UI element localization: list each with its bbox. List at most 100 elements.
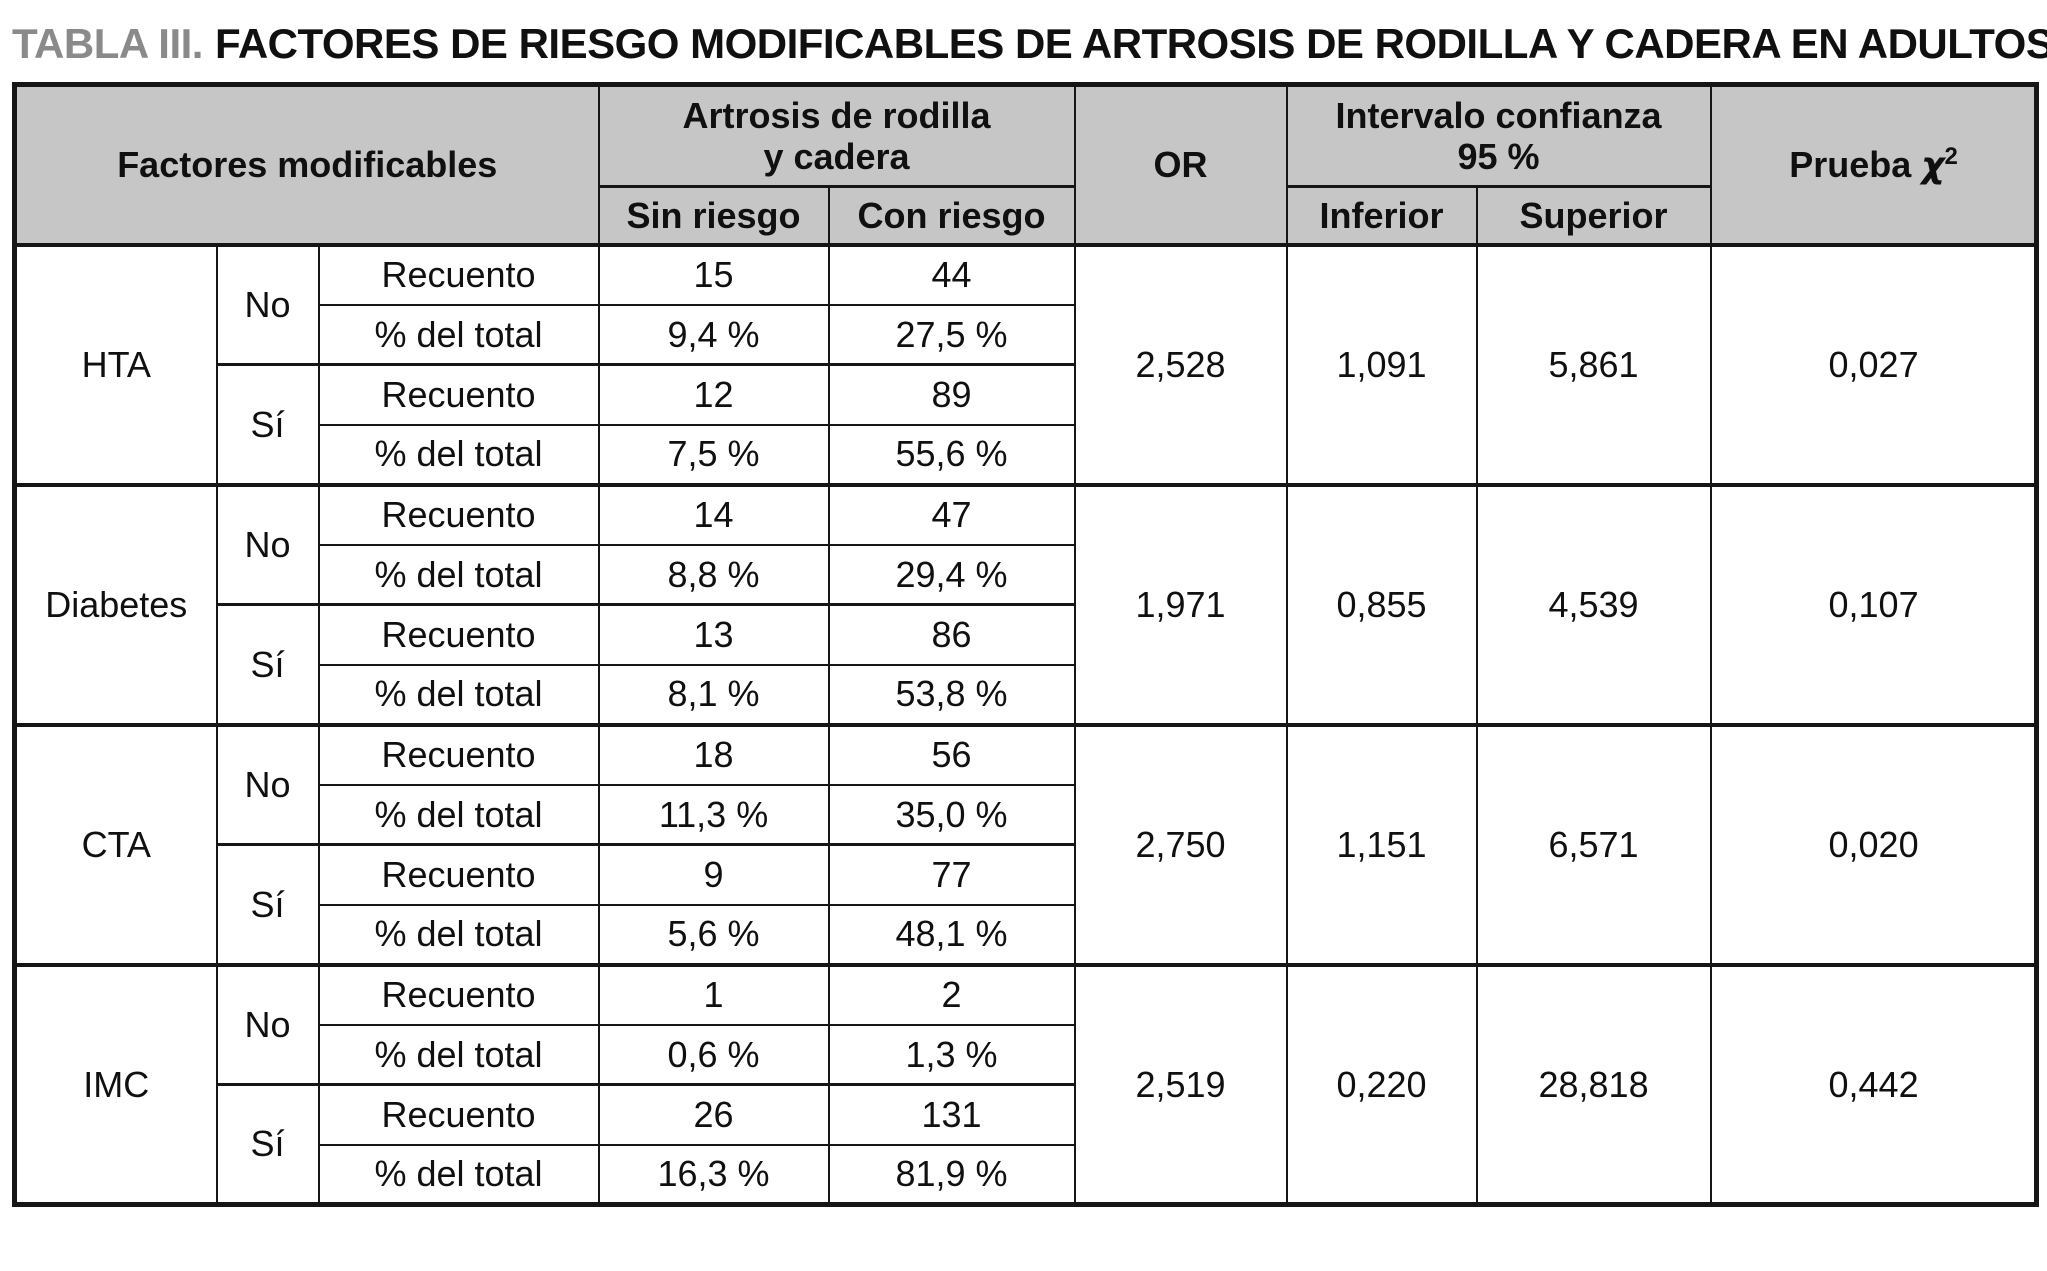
- factor-name: Diabetes: [13, 482, 218, 726]
- table-body: HTA No Recuento 15 44 2,528 1,091 5,861 …: [13, 242, 2038, 1206]
- measure-label: % del total: [317, 783, 600, 846]
- sin-riesgo-value: 9: [597, 843, 830, 906]
- chi-symbol: χ: [1921, 144, 1945, 186]
- table-row: Sí Recuento 13 86: [15, 603, 2037, 726]
- level-label: No: [215, 722, 320, 846]
- document-page: TABLA III. FACTORES DE RIESGO MODIFICABLE…: [0, 20, 2047, 1271]
- measure-label: % del total: [317, 1143, 600, 1206]
- table-title-label: TABLA III.: [12, 20, 203, 67]
- header-prueba-chi2: Prueba χ2: [1709, 83, 2038, 246]
- con-riesgo-value: 48,1 %: [827, 903, 1076, 966]
- header-inferior: Inferior: [1285, 185, 1478, 246]
- table-row: Sí Recuento 26 131: [15, 1083, 2037, 1206]
- p-value: 0,107: [1709, 482, 2038, 726]
- measure-label: % del total: [317, 663, 600, 726]
- p-value: 0,027: [1709, 242, 2038, 486]
- sin-riesgo-value: 7,5 %: [597, 423, 830, 486]
- table-row: % del total 9,4 % 27,5 %: [15, 303, 2037, 366]
- table-row: CTA No Recuento 18 56 2,750 1,151 6,571 …: [13, 722, 2038, 966]
- sin-riesgo-value: 26: [597, 1083, 830, 1146]
- ci-inferior-value: 1,151: [1285, 722, 1478, 966]
- table-row: % del total 0,6 % 1,3 %: [15, 1023, 2037, 1086]
- or-value: 2,528: [1073, 242, 1288, 486]
- table-row: Sí Recuento 12 89: [15, 363, 2037, 486]
- ci-superior-value: 5,861: [1475, 242, 1712, 486]
- con-riesgo-value: 53,8 %: [827, 663, 1076, 726]
- ci-inferior-value: 1,091: [1285, 242, 1478, 486]
- measure-label: % del total: [317, 903, 600, 966]
- measure-label: Recuento: [317, 363, 600, 426]
- level-label: No: [215, 482, 320, 606]
- sin-riesgo-value: 11,3 %: [597, 783, 830, 846]
- measure-label: Recuento: [317, 843, 600, 906]
- sin-riesgo-value: 5,6 %: [597, 903, 830, 966]
- factor-name: CTA: [13, 722, 218, 966]
- measure-label: % del total: [317, 1023, 600, 1086]
- con-riesgo-value: 55,6 %: [827, 423, 1076, 486]
- or-value: 2,750: [1073, 722, 1288, 966]
- con-riesgo-value: 47: [827, 482, 1076, 546]
- table-row: Diabetes No Recuento 14 47 1,971 0,855 4…: [13, 482, 2038, 726]
- measure-label: Recuento: [317, 603, 600, 666]
- measure-label: % del total: [317, 543, 600, 606]
- ci-superior-value: 28,818: [1475, 962, 1712, 1206]
- sin-riesgo-value: 8,8 %: [597, 543, 830, 606]
- factor-name: IMC: [13, 962, 218, 1206]
- measure-label: Recuento: [317, 482, 600, 546]
- ci-inferior-value: 0,855: [1285, 482, 1478, 726]
- table-row: % del total 8,8 % 29,4 %: [15, 543, 2037, 606]
- level-label: Sí: [215, 843, 320, 966]
- con-riesgo-value: 27,5 %: [827, 303, 1076, 366]
- header-factores-modificables: Factores modificables: [13, 83, 600, 246]
- con-riesgo-value: 1,3 %: [827, 1023, 1076, 1086]
- or-value: 2,519: [1073, 962, 1288, 1206]
- header-artrosis-group: Artrosis de rodilla y cadera: [597, 83, 1076, 188]
- sin-riesgo-value: 18: [597, 722, 830, 786]
- sin-riesgo-value: 8,1 %: [597, 663, 830, 726]
- sin-riesgo-value: 15: [597, 242, 830, 306]
- measure-label: % del total: [317, 303, 600, 366]
- table-title-text: FACTORES DE RIESGO MODIFICABLES DE ARTRO…: [214, 20, 2047, 67]
- measure-label: Recuento: [317, 722, 600, 786]
- table-header: Factores modificables Artrosis de rodill…: [13, 83, 2038, 246]
- header-superior: Superior: [1475, 185, 1712, 246]
- level-label: Sí: [215, 1083, 320, 1206]
- table-row: % del total 8,1 % 53,8 %: [15, 663, 2037, 726]
- ci-inferior-value: 0,220: [1285, 962, 1478, 1206]
- header-or: OR: [1073, 83, 1288, 246]
- sin-riesgo-value: 1: [597, 962, 830, 1026]
- sin-riesgo-value: 16,3 %: [597, 1143, 830, 1206]
- table-row: % del total 7,5 % 55,6 %: [15, 423, 2037, 486]
- header-row-subcolumns: Sin riesgo Con riesgo Inferior Superior …: [15, 185, 2037, 246]
- ci-superior-value: 6,571: [1475, 722, 1712, 966]
- con-riesgo-value: 77: [827, 843, 1076, 906]
- sin-riesgo-value: 14: [597, 482, 830, 546]
- sin-riesgo-value: 0,6 %: [597, 1023, 830, 1086]
- table-title: TABLA III. FACTORES DE RIESGO MODIFICABLE…: [12, 20, 2047, 68]
- or-value: 1,971: [1073, 482, 1288, 726]
- header-sin-riesgo: Sin riesgo: [597, 185, 830, 246]
- con-riesgo-value: 89: [827, 363, 1076, 426]
- table-row: HTA No Recuento 15 44 2,528 1,091 5,861 …: [13, 242, 2038, 486]
- factor-name: HTA: [13, 242, 218, 486]
- header-row-groups: Factores modificables Artrosis de rodill…: [13, 83, 2038, 246]
- con-riesgo-value: 81,9 %: [827, 1143, 1076, 1206]
- measure-label: Recuento: [317, 1083, 600, 1146]
- table-row: % del total 16,3 % 81,9 %: [15, 1143, 2037, 1206]
- measure-label: Recuento: [317, 242, 600, 306]
- measure-label: % del total: [317, 423, 600, 486]
- measure-label: Recuento: [317, 962, 600, 1026]
- con-riesgo-value: 29,4 %: [827, 543, 1076, 606]
- con-riesgo-value: 35,0 %: [827, 783, 1076, 846]
- con-riesgo-value: 86: [827, 603, 1076, 666]
- table-row: IMC No Recuento 1 2 2,519 0,220 28,818 0…: [13, 962, 2038, 1206]
- table-row: Sí Recuento 9 77: [15, 843, 2037, 966]
- sin-riesgo-value: 12: [597, 363, 830, 426]
- sin-riesgo-value: 9,4 %: [597, 303, 830, 366]
- con-riesgo-value: 131: [827, 1083, 1076, 1146]
- level-label: No: [215, 242, 320, 366]
- level-label: Sí: [215, 363, 320, 486]
- header-con-riesgo: Con riesgo: [827, 185, 1076, 246]
- con-riesgo-value: 2: [827, 962, 1076, 1026]
- p-value: 0,442: [1709, 962, 2038, 1206]
